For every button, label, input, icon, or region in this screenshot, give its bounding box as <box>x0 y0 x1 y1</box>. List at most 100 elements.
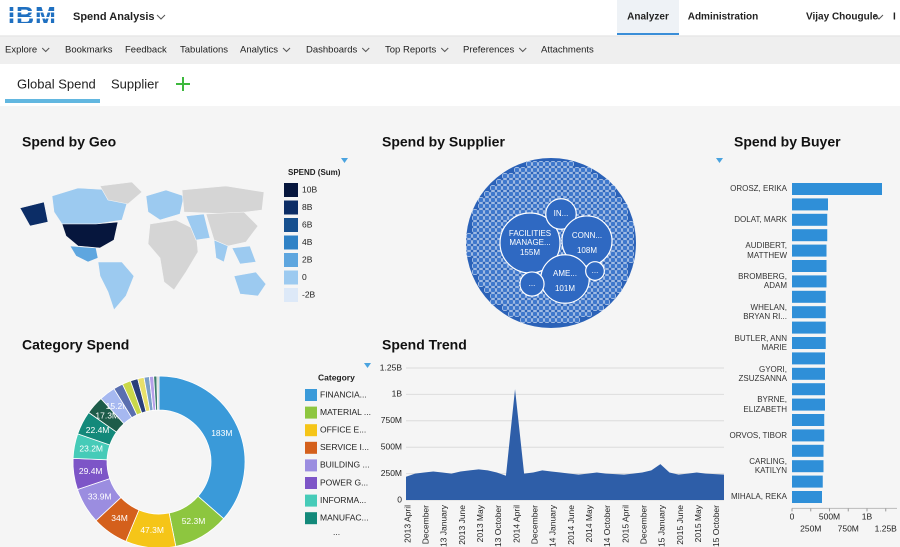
small-bubble <box>561 310 569 318</box>
small-bubble <box>585 310 593 318</box>
header-tab[interactable]: Analyzer <box>627 12 669 23</box>
small-bubble <box>573 184 581 192</box>
small-bubble <box>585 304 593 312</box>
small-bubble <box>495 202 503 210</box>
small-bubble <box>549 190 557 198</box>
x-tick-label: 2014 June <box>566 505 576 545</box>
user-name[interactable]: Vijay Chougule <box>806 12 878 23</box>
y-tick-label: 0 <box>397 494 402 504</box>
small-bubble <box>579 166 587 174</box>
small-bubble <box>525 316 533 324</box>
small-bubble <box>525 298 533 306</box>
small-bubble <box>519 166 527 174</box>
legend-swatch <box>305 459 317 472</box>
small-bubble <box>531 202 539 210</box>
small-bubble <box>483 190 491 198</box>
small-bubble <box>561 190 569 198</box>
small-bubble <box>483 274 491 282</box>
chevron <box>518 47 527 53</box>
small-bubble <box>471 232 479 240</box>
chart-title: Category Spend <box>22 337 129 353</box>
small-bubble <box>537 190 545 198</box>
bubble-label: AME... <box>552 269 577 279</box>
small-bubble <box>555 160 563 168</box>
filter-icon[interactable] <box>716 158 723 163</box>
small-bubble <box>615 196 623 204</box>
legend-label: 2B <box>302 254 313 264</box>
small-bubble <box>495 256 503 264</box>
chevron <box>41 47 50 53</box>
small-bubble <box>507 196 515 204</box>
app-name[interactable]: Spend Analysis <box>73 11 155 23</box>
chart-title: Spend by Geo <box>22 134 116 150</box>
small-bubble <box>525 202 533 210</box>
small-bubble <box>609 190 617 198</box>
small-bubble <box>483 232 491 240</box>
small-bubble <box>609 202 617 210</box>
nav-item[interactable]: Top Reports <box>385 45 436 56</box>
tab[interactable]: Supplier <box>111 76 159 91</box>
y-tick-label: 250M <box>381 468 402 478</box>
nav-item[interactable]: Tabulations <box>180 45 228 56</box>
bar <box>792 429 825 442</box>
nav-item[interactable]: Bookmarks <box>65 45 113 56</box>
small-bubble <box>579 172 587 180</box>
data-label: 15.2M <box>106 401 130 411</box>
small-bubble <box>477 202 485 210</box>
small-bubble <box>489 184 497 192</box>
small-bubble <box>507 292 515 300</box>
small-bubble <box>519 190 527 198</box>
small-bubble <box>519 310 527 318</box>
small-bubble <box>489 280 497 288</box>
bar <box>792 352 825 365</box>
small-bubble <box>513 304 521 312</box>
small-bubble <box>615 220 623 228</box>
nav-item[interactable]: Attachments <box>541 45 594 56</box>
small-bubble <box>549 184 557 192</box>
tab[interactable]: Global Spend <box>17 76 96 91</box>
small-bubble <box>489 202 497 210</box>
y-tick-label-box: OROSZ, ERIKA <box>730 184 787 193</box>
legend-swatch <box>284 270 298 285</box>
small-bubble <box>603 190 611 198</box>
small-bubble <box>543 310 551 318</box>
x-tick-label: 2015 April <box>620 505 630 543</box>
small-bubble <box>627 256 635 264</box>
small-bubble <box>627 220 635 228</box>
bar <box>792 383 825 396</box>
filter-icon[interactable] <box>364 363 371 368</box>
data-label: 33.9M <box>88 492 112 502</box>
x-tick-label: 2015 October <box>711 505 721 547</box>
small-bubble <box>537 310 545 318</box>
y-tick-label: AUDIBERT, MATTHEW <box>745 241 787 260</box>
filter-icon[interactable] <box>341 158 348 163</box>
small-bubble <box>543 304 551 312</box>
filter-icons <box>341 158 723 368</box>
small-bubble <box>579 208 587 216</box>
small-bubble <box>585 172 593 180</box>
nav-item[interactable]: Analytics <box>240 45 278 56</box>
nav-item[interactable]: Feedback <box>125 45 167 56</box>
nav-item[interactable]: Explore <box>5 45 37 56</box>
y-tick-label-box: BROMBERG, ADAM <box>738 272 787 290</box>
nav-item[interactable]: Preferences <box>463 45 514 56</box>
small-bubble <box>489 226 497 234</box>
small-bubble <box>597 286 605 294</box>
bar <box>792 229 828 242</box>
tab-underline <box>5 99 100 103</box>
data-label: 34M <box>111 513 128 523</box>
data-label: 47.3M <box>140 525 164 535</box>
small-bubble <box>501 304 509 312</box>
small-bubble <box>597 184 605 192</box>
small-bubble <box>591 298 599 306</box>
small-bubble <box>603 268 611 276</box>
nav-item[interactable]: Dashboards <box>306 45 357 56</box>
add-tab[interactable] <box>176 77 190 91</box>
small-bubble <box>483 256 491 264</box>
header-tab[interactable]: Administration <box>688 12 759 23</box>
small-bubble <box>495 214 503 222</box>
x-tick-label: 2015 May <box>693 504 703 542</box>
small-bubble <box>465 238 473 246</box>
small-bubble <box>537 298 545 306</box>
small-bubble <box>603 196 611 204</box>
